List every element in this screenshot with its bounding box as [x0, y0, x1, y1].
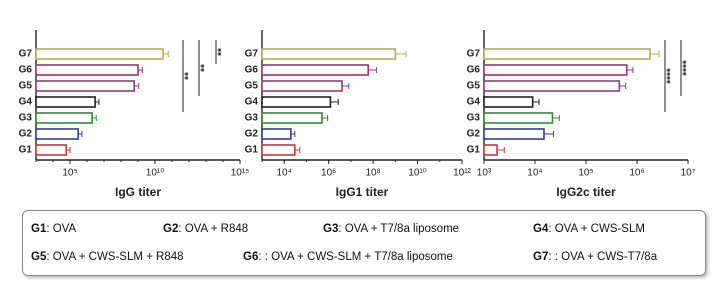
significance-label: ****: [682, 60, 693, 76]
category-label: G3: [19, 113, 33, 124]
category-label: G5: [467, 81, 481, 92]
legend-key: G1: [31, 223, 47, 235]
category-label: G1: [19, 145, 33, 156]
category-label: G7: [467, 49, 481, 60]
bar: [35, 144, 68, 156]
legend-key: G2: [163, 223, 179, 235]
bar: [261, 96, 332, 108]
bar: [35, 80, 136, 92]
x-tick-label: 10⁴: [277, 168, 292, 179]
category-label: G2: [467, 129, 481, 140]
legend-text: : OVA + R848: [178, 223, 249, 235]
category-label: G7: [245, 49, 259, 60]
category-label: G6: [467, 65, 481, 76]
x-tick-label: 10¹⁰: [146, 168, 164, 179]
x-tick-label: 10⁶: [321, 168, 336, 179]
x-tick-label: 10⁴: [527, 168, 542, 179]
category-label: G4: [467, 97, 481, 108]
category-label: G5: [19, 81, 33, 92]
category-label: G4: [19, 97, 33, 108]
significance-label: ****: [666, 68, 677, 84]
legend-item: G3: OVA + T7/8a liposome: [323, 223, 459, 235]
bar: [35, 128, 79, 140]
category-label: G5: [245, 81, 259, 92]
legend-key: G5: [31, 251, 47, 263]
bar: [35, 96, 96, 108]
category-label: G1: [245, 145, 259, 156]
category-label: G6: [245, 65, 259, 76]
bar: [483, 128, 545, 140]
significance-label: **: [200, 64, 211, 72]
category-label: G3: [245, 113, 259, 124]
legend-item: G1: OVA: [31, 223, 76, 235]
legend-key: G7: [533, 251, 549, 263]
legend-item: G5: OVA + CWS-SLM + R848: [31, 251, 184, 263]
category-label: G4: [245, 97, 259, 108]
x-axis-title: IgG2c titer: [556, 185, 616, 199]
significance-label: **: [217, 48, 228, 56]
bar: [483, 96, 534, 108]
legend-key: G6: [243, 251, 259, 263]
legend-key: G4: [533, 223, 549, 235]
category-label: G7: [19, 49, 33, 60]
significance-label: **: [184, 72, 195, 80]
x-tick-label: 10¹⁰: [408, 168, 426, 179]
bar: [483, 144, 498, 156]
x-tick-label: 10³: [477, 168, 492, 179]
legend-text: : OVA + T7/8a liposome: [338, 223, 460, 235]
bar: [261, 128, 292, 140]
x-tick-label: 10¹⁵: [231, 168, 250, 179]
bar: [483, 64, 628, 76]
bar: [483, 48, 651, 60]
category-label: G3: [467, 113, 481, 124]
category-label: G6: [19, 65, 33, 76]
x-tick-label: 10⁵: [578, 168, 593, 179]
x-tick-label: 10⁵: [62, 168, 77, 179]
category-label: G2: [19, 129, 33, 140]
category-label: G1: [467, 145, 481, 156]
bar: [35, 48, 164, 60]
legend-item: G6: : OVA + CWS-SLM + T7/8a liposome: [243, 251, 453, 263]
bar: [261, 144, 296, 156]
x-axis-title: IgG titer: [115, 185, 161, 199]
x-tick-label: 10⁷: [681, 168, 696, 179]
x-axis-title: IgG1 titer: [336, 185, 389, 199]
legend-text: : OVA: [46, 223, 77, 235]
x-tick-label: 10⁸: [365, 168, 380, 179]
legend-text: : : OVA + CWS-T7/8a: [548, 251, 658, 263]
legend-text: : OVA + CWS-SLM: [548, 223, 645, 235]
bar: [261, 48, 397, 60]
bar: [35, 112, 93, 124]
bar: [261, 64, 369, 76]
category-label: G2: [245, 129, 259, 140]
legend-key: G3: [323, 223, 339, 235]
bar: [483, 80, 621, 92]
bar: [483, 112, 554, 124]
bar: [35, 64, 139, 76]
legend-item: G4: OVA + CWS-SLM: [533, 223, 645, 235]
bar: [261, 112, 323, 124]
x-tick-label: 10¹²: [453, 168, 471, 179]
legend-text: : OVA + CWS-SLM + R848: [46, 251, 184, 263]
legend-item: G7: : OVA + CWS-T7/8a: [533, 251, 657, 263]
legend-text: : : OVA + CWS-SLM + T7/8a liposome: [258, 251, 453, 263]
bar: [261, 80, 343, 92]
legend-box: G1: OVA G2: OVA + R848 G3: OVA + T7/8a lip…: [22, 210, 706, 276]
x-tick-label: 10⁶: [629, 168, 644, 179]
legend-item: G2: OVA + R848: [163, 223, 248, 235]
